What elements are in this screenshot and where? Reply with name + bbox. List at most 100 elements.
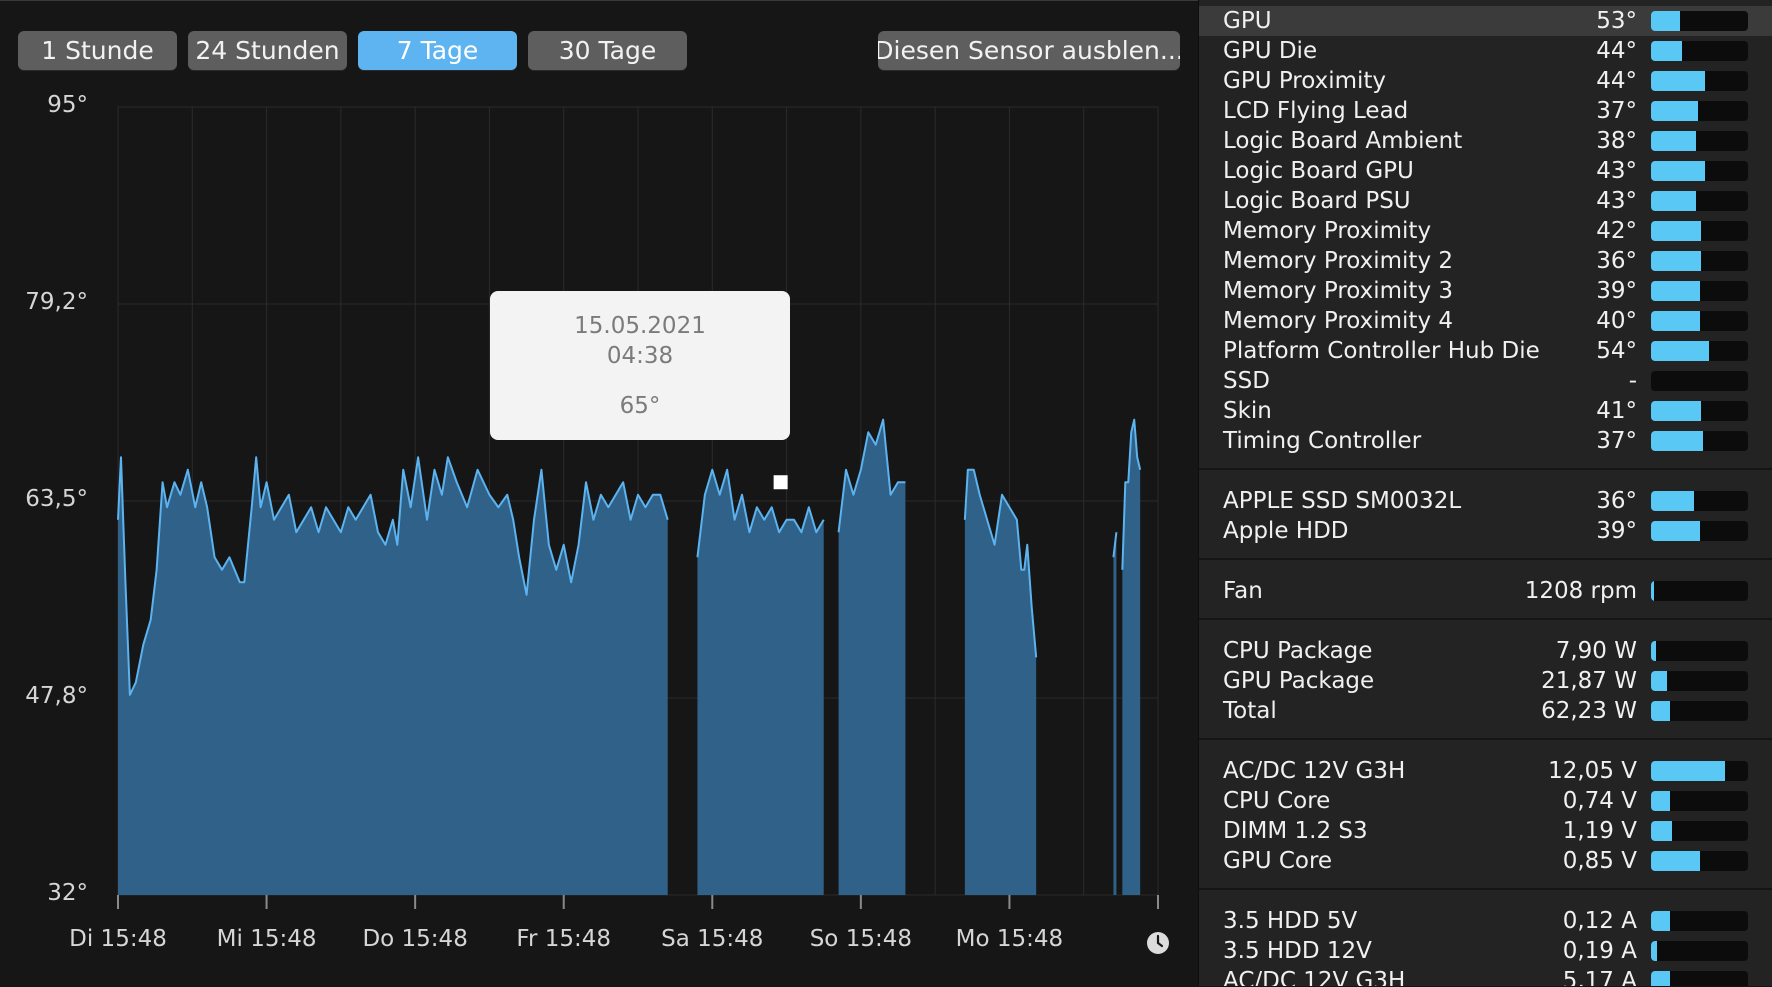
sensor-level-bar — [1651, 521, 1748, 541]
sensor-row[interactable]: Platform Controller Hub Die 54° — [1199, 336, 1772, 366]
sensor-name: Memory Proximity 3 — [1223, 278, 1453, 304]
sensor-row[interactable]: AC/DC 12V G3H 12,05 V — [1199, 756, 1772, 786]
sensor-row[interactable]: Fan 1208 rpm — [1199, 576, 1772, 606]
sensor-name: 3.5 HDD 5V — [1223, 908, 1358, 934]
sensor-value: 0,74 V — [1562, 788, 1637, 814]
area-segment-6 — [1122, 419, 1141, 895]
sensor-level-fill — [1651, 71, 1706, 91]
sensor-value: 1,19 V — [1562, 818, 1637, 844]
sensor-row[interactable]: 3.5 HDD 5V 0,12 A — [1199, 906, 1772, 936]
sensor-row[interactable]: GPU Die 44° — [1199, 36, 1772, 66]
sensor-level-bar — [1651, 311, 1748, 331]
sensor-level-fill — [1651, 131, 1696, 151]
area-segment-4 — [964, 469, 1037, 895]
sensor-row[interactable]: AC/DC 12V G3H 5,17 A — [1199, 966, 1772, 986]
sensor-value: 44° — [1596, 38, 1637, 64]
chart-tooltip: 15.05.2021 04:38 65° — [490, 291, 790, 440]
sensor-name: AC/DC 12V G3H — [1223, 758, 1406, 784]
sensor-value: 39° — [1596, 278, 1637, 304]
sensor-name: SSD — [1223, 368, 1270, 394]
x-tick-label: Do 15:48 — [362, 926, 468, 952]
sensor-row[interactable]: Logic Board GPU 43° — [1199, 156, 1772, 186]
sensor-row[interactable]: Apple HDD 39° — [1199, 516, 1772, 546]
sensor-level-fill — [1651, 311, 1700, 331]
sensor-value: 54° — [1596, 338, 1637, 364]
sensor-name: Fan — [1223, 578, 1263, 604]
area-segment-3 — [838, 419, 906, 895]
sensor-level-fill — [1651, 161, 1706, 181]
sensor-level-bar — [1651, 371, 1748, 391]
sensor-row[interactable]: GPU Package 21,87 W — [1199, 666, 1772, 696]
sensor-value: 53° — [1596, 8, 1637, 34]
sensor-name: DIMM 1.2 S3 — [1223, 818, 1368, 844]
sensor-row[interactable]: CPU Package 7,90 W — [1199, 636, 1772, 666]
sensor-level-fill — [1651, 641, 1656, 661]
sensor-value: 12,05 V — [1548, 758, 1637, 784]
sensor-list-panel[interactable]: GPU 53° GPU Die 44° GPU Proximity 44° LCD Flyi… — [1198, 0, 1772, 986]
hover-marker — [773, 475, 788, 490]
sensor-value: 43° — [1596, 188, 1637, 214]
sensor-row[interactable]: Memory Proximity 42° — [1199, 216, 1772, 246]
sensor-level-bar — [1651, 671, 1748, 691]
sensor-level-fill — [1651, 281, 1700, 301]
sensor-value: 7,90 W — [1555, 638, 1637, 664]
sensor-level-fill — [1651, 341, 1710, 361]
sensor-level-bar — [1651, 791, 1748, 811]
sensor-row[interactable]: 3.5 HDD 12V 0,19 A — [1199, 936, 1772, 966]
sensor-row[interactable]: Timing Controller 37° — [1199, 426, 1772, 456]
sensor-level-bar — [1651, 641, 1748, 661]
sensor-row[interactable]: Memory Proximity 4 40° — [1199, 306, 1772, 336]
sensor-row[interactable]: SSD - — [1199, 366, 1772, 396]
sensor-level-bar — [1651, 851, 1748, 871]
range-button-4[interactable]: 30 Tage — [528, 31, 687, 70]
sensor-row[interactable]: CPU Core 0,74 V — [1199, 786, 1772, 816]
sensor-row[interactable]: Memory Proximity 2 36° — [1199, 246, 1772, 276]
sensor-value: 38° — [1596, 128, 1637, 154]
group-separator — [1199, 618, 1772, 620]
sensor-value: 37° — [1596, 98, 1637, 124]
sensor-level-fill — [1651, 791, 1671, 811]
sensor-value: 21,87 W — [1541, 668, 1637, 694]
sensor-row[interactable]: Memory Proximity 3 39° — [1199, 276, 1772, 306]
range-button-3[interactable]: 7 Tage — [358, 31, 517, 70]
sensor-value: 40° — [1596, 308, 1637, 334]
sensor-name: Memory Proximity — [1223, 218, 1432, 244]
sensor-name: Logic Board Ambient — [1223, 128, 1463, 154]
sensor-row[interactable]: GPU 53° — [1199, 6, 1772, 36]
range-button-2[interactable]: 24 Stunden — [188, 31, 347, 70]
sensor-level-fill — [1651, 581, 1654, 601]
series-line-2 — [696, 468, 825, 558]
sensor-name: APPLE SSD SM0032L — [1223, 488, 1462, 514]
sensor-row[interactable]: GPU Core 0,85 V — [1199, 846, 1772, 876]
y-tick-label: 95° — [47, 92, 88, 118]
sensor-level-fill — [1651, 701, 1671, 721]
sensor-value: 36° — [1596, 248, 1637, 274]
sensor-row[interactable]: Logic Board Ambient 38° — [1199, 126, 1772, 156]
sensor-value: 43° — [1596, 158, 1637, 184]
series-line-6 — [1121, 418, 1142, 570]
sensor-row[interactable]: DIMM 1.2 S3 1,19 V — [1199, 816, 1772, 846]
clock-icon[interactable] — [1146, 931, 1170, 955]
sensor-level-bar — [1651, 431, 1748, 451]
sensor-row[interactable]: Skin 41° — [1199, 396, 1772, 426]
sensor-level-bar — [1651, 341, 1748, 361]
temperature-chart[interactable] — [0, 1, 1198, 987]
y-tick-label: 79,2° — [25, 289, 88, 315]
sensor-row[interactable]: Total 62,23 W — [1199, 696, 1772, 726]
group-separator — [1199, 888, 1772, 890]
sensor-value: 5,17 A — [1562, 968, 1637, 986]
y-tick-label: 47,8° — [25, 683, 88, 709]
sensor-level-fill — [1651, 491, 1694, 511]
sensor-level-bar — [1651, 701, 1748, 721]
sensor-name: GPU Package — [1223, 668, 1375, 694]
sensor-name: LCD Flying Lead — [1223, 98, 1409, 124]
sensor-row[interactable]: GPU Proximity 44° — [1199, 66, 1772, 96]
hide-sensor-button[interactable]: Diesen Sensor ausblen... — [878, 31, 1180, 70]
sensor-row[interactable]: Logic Board PSU 43° — [1199, 186, 1772, 216]
range-button-1[interactable]: 1 Stunde — [18, 31, 177, 70]
tooltip-value: 65° — [619, 393, 661, 419]
series-line-3 — [837, 418, 906, 533]
sensor-level-bar — [1651, 491, 1748, 511]
sensor-row[interactable]: APPLE SSD SM0032L 36° — [1199, 486, 1772, 516]
sensor-row[interactable]: LCD Flying Lead 37° — [1199, 96, 1772, 126]
